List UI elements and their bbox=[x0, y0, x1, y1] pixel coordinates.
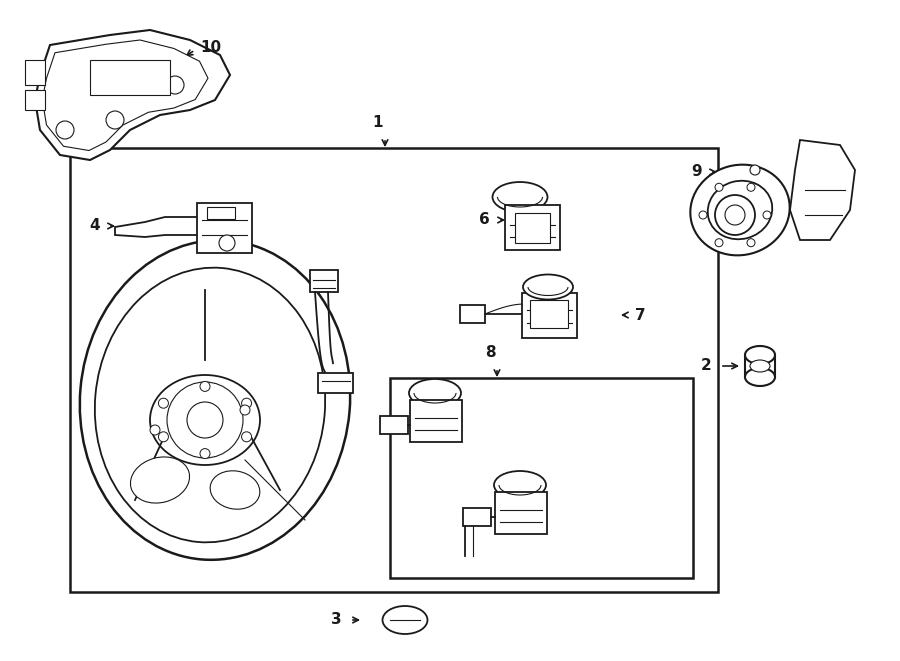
Ellipse shape bbox=[750, 360, 770, 372]
Bar bbox=[310, 270, 338, 292]
Polygon shape bbox=[115, 217, 200, 237]
Bar bbox=[530, 300, 568, 328]
Ellipse shape bbox=[80, 240, 350, 560]
Circle shape bbox=[750, 165, 760, 175]
Bar bbox=[25, 90, 45, 110]
Text: 9: 9 bbox=[691, 165, 702, 180]
Ellipse shape bbox=[745, 346, 775, 364]
Ellipse shape bbox=[409, 379, 461, 407]
Bar bbox=[522, 293, 577, 338]
Ellipse shape bbox=[745, 368, 775, 386]
Bar bbox=[410, 400, 462, 442]
Circle shape bbox=[56, 121, 74, 139]
Circle shape bbox=[167, 382, 243, 458]
Text: 1: 1 bbox=[373, 115, 383, 130]
Ellipse shape bbox=[523, 274, 573, 299]
Ellipse shape bbox=[707, 180, 772, 239]
Text: 7: 7 bbox=[635, 307, 645, 323]
Ellipse shape bbox=[130, 457, 190, 503]
Bar bbox=[505, 205, 560, 250]
Circle shape bbox=[200, 381, 210, 391]
Text: 8: 8 bbox=[485, 345, 495, 360]
Circle shape bbox=[725, 205, 745, 225]
Circle shape bbox=[219, 235, 235, 251]
Bar bbox=[460, 305, 485, 323]
Circle shape bbox=[715, 195, 755, 235]
Text: 5: 5 bbox=[259, 270, 270, 284]
Polygon shape bbox=[790, 140, 855, 240]
Bar bbox=[25, 60, 45, 85]
Bar bbox=[463, 508, 491, 526]
Text: 3: 3 bbox=[331, 613, 342, 627]
Bar bbox=[207, 207, 235, 219]
Text: 4: 4 bbox=[89, 219, 100, 233]
Circle shape bbox=[715, 239, 723, 247]
Circle shape bbox=[240, 405, 250, 415]
Polygon shape bbox=[42, 40, 208, 151]
Bar bbox=[197, 203, 252, 253]
Bar bbox=[318, 373, 353, 393]
Circle shape bbox=[158, 432, 168, 442]
Circle shape bbox=[747, 239, 755, 247]
Ellipse shape bbox=[94, 268, 325, 542]
Polygon shape bbox=[35, 30, 230, 160]
Circle shape bbox=[747, 183, 755, 191]
Circle shape bbox=[241, 432, 252, 442]
Circle shape bbox=[158, 398, 168, 408]
Circle shape bbox=[187, 402, 223, 438]
Ellipse shape bbox=[211, 471, 260, 509]
Ellipse shape bbox=[382, 606, 428, 634]
Circle shape bbox=[106, 111, 124, 129]
Bar bbox=[380, 416, 408, 434]
Bar bbox=[90, 60, 170, 95]
Bar bbox=[495, 492, 547, 534]
Text: 10: 10 bbox=[200, 40, 221, 56]
Text: 2: 2 bbox=[701, 358, 712, 373]
Ellipse shape bbox=[150, 375, 260, 465]
Circle shape bbox=[699, 211, 707, 219]
Circle shape bbox=[715, 183, 723, 191]
Circle shape bbox=[241, 398, 252, 408]
Ellipse shape bbox=[690, 165, 789, 255]
Text: 6: 6 bbox=[479, 212, 490, 227]
Circle shape bbox=[166, 76, 184, 94]
Circle shape bbox=[763, 211, 771, 219]
Bar bbox=[390, 378, 693, 578]
Circle shape bbox=[200, 449, 210, 459]
Bar bbox=[70, 148, 718, 592]
Bar bbox=[515, 213, 550, 243]
Ellipse shape bbox=[494, 471, 546, 499]
Ellipse shape bbox=[492, 182, 547, 212]
Circle shape bbox=[150, 425, 160, 435]
